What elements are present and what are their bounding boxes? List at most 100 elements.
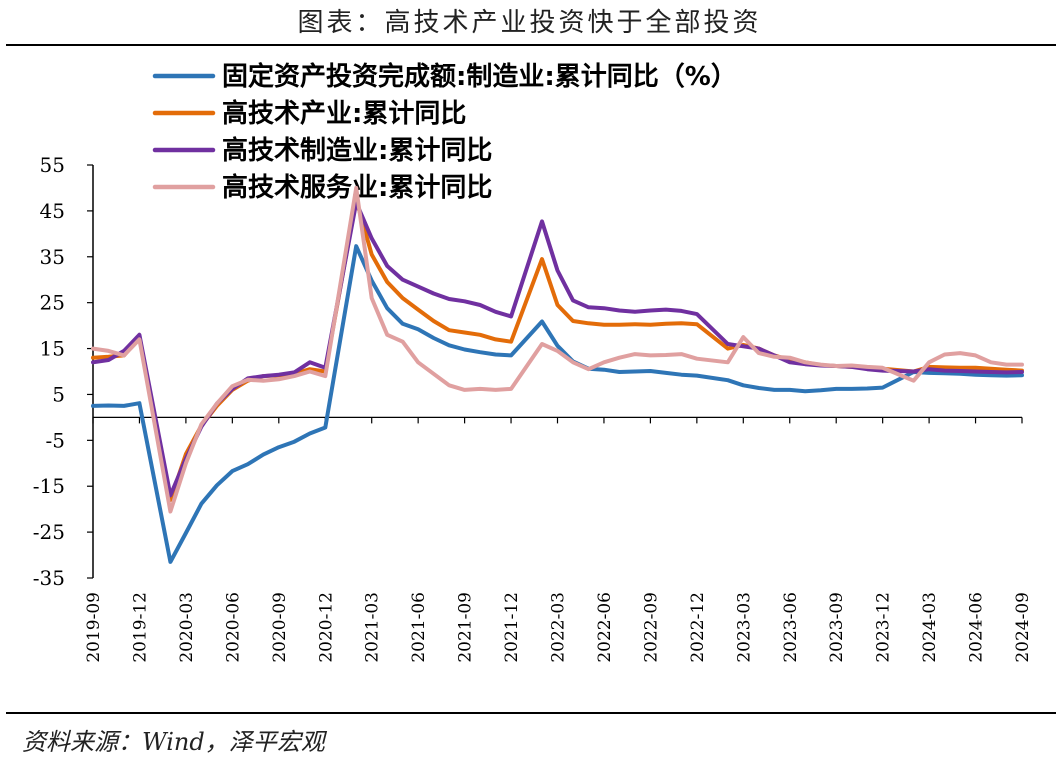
data-point (665, 323, 667, 325)
data-point (696, 358, 698, 360)
x-tick-label: 2023-09 (827, 592, 847, 663)
data-point (510, 354, 512, 356)
data-point (649, 370, 651, 372)
chart-title: 图表：高技术产业投资快于全部投资 (297, 8, 762, 38)
data-point (866, 366, 868, 368)
data-point (789, 357, 791, 359)
data-point (216, 484, 218, 486)
data-point (386, 281, 388, 283)
data-point (355, 245, 357, 247)
x-tick-label: 2019-09 (84, 592, 104, 663)
data-point (107, 359, 109, 361)
data-point (789, 389, 791, 391)
data-point (758, 387, 760, 389)
data-point (634, 323, 636, 325)
y-axis: 55 45 35 25 15 5 -5 -15 -25 -35 (33, 153, 94, 590)
data-point (727, 348, 729, 350)
data-point (665, 354, 667, 356)
data-point (464, 300, 466, 302)
data-point (510, 315, 512, 317)
data-point (433, 373, 435, 375)
data-point (123, 354, 125, 356)
x-tick-label: 2024-03 (920, 592, 940, 663)
y-tick-label: -15 (33, 474, 65, 498)
y-tick-label: -25 (33, 520, 65, 544)
data-point (386, 334, 388, 336)
data-point (169, 494, 171, 496)
data-point (402, 279, 404, 281)
data-point (541, 320, 543, 322)
data-point (587, 322, 589, 324)
x-tick-label: 2023-12 (874, 592, 894, 663)
data-point (649, 309, 651, 311)
data-point (448, 329, 450, 331)
data-point (758, 348, 760, 350)
top-divider (6, 44, 1056, 46)
data-point (696, 323, 698, 325)
data-point (200, 423, 202, 425)
data-point (959, 352, 961, 354)
data-point (262, 380, 264, 382)
data-point (990, 374, 992, 376)
data-point (587, 306, 589, 308)
data-point (169, 561, 171, 563)
data-point (541, 258, 543, 260)
data-point (107, 350, 109, 352)
data-point (944, 370, 946, 372)
data-point (386, 307, 388, 309)
data-point (727, 361, 729, 363)
data-point (355, 187, 357, 189)
data-point (433, 292, 435, 294)
data-point (138, 338, 140, 340)
legend-label: 高技术制造业:累计同比 (222, 135, 492, 166)
data-point (293, 375, 295, 377)
data-point (309, 432, 311, 434)
x-tick-label: 2020-06 (223, 592, 243, 663)
legend-label: 高技术产业:累计同比 (222, 98, 466, 129)
data-point (804, 361, 806, 363)
data-point (231, 470, 233, 472)
data-point (479, 351, 481, 353)
data-point (231, 385, 233, 387)
data-point (587, 368, 589, 370)
data-point (479, 304, 481, 306)
data-point (928, 361, 930, 363)
data-point (866, 387, 868, 389)
data-point (928, 372, 930, 374)
data-point (835, 365, 837, 367)
data-point (618, 371, 620, 373)
data-point (324, 426, 326, 428)
y-tick-label: 25 (40, 291, 65, 315)
data-point (665, 372, 667, 374)
data-point (278, 446, 280, 448)
data-point (882, 387, 884, 389)
data-point (603, 307, 605, 309)
data-point (649, 354, 651, 356)
x-tick-label: 2022-09 (641, 592, 661, 663)
source-note: 资料来源：Wind，泽平宏观 (22, 728, 325, 756)
data-point (448, 298, 450, 300)
data-point (123, 350, 125, 352)
data-point (557, 270, 558, 272)
data-point (928, 366, 930, 368)
data-point (742, 336, 744, 338)
y-tick-label: 45 (40, 199, 65, 223)
data-point (402, 341, 404, 343)
data-point (371, 237, 373, 239)
data-point (634, 353, 636, 355)
data-point (727, 379, 729, 381)
x-axis: 2019-09 2019-12 2020-03 2020-06 2020-09 2020-… (84, 416, 1033, 663)
x-tick-label: 2021-09 (456, 592, 476, 663)
y-tick-label: -35 (33, 566, 65, 590)
data-point (1021, 364, 1023, 366)
x-tick-label: 2022-03 (549, 592, 569, 663)
data-point (417, 361, 419, 363)
y-tick-label: 55 (40, 153, 65, 177)
data-point (680, 374, 682, 376)
data-point (618, 309, 620, 311)
data-point (572, 299, 574, 301)
data-point (464, 348, 466, 350)
data-point (448, 384, 450, 386)
data-point (866, 368, 868, 370)
